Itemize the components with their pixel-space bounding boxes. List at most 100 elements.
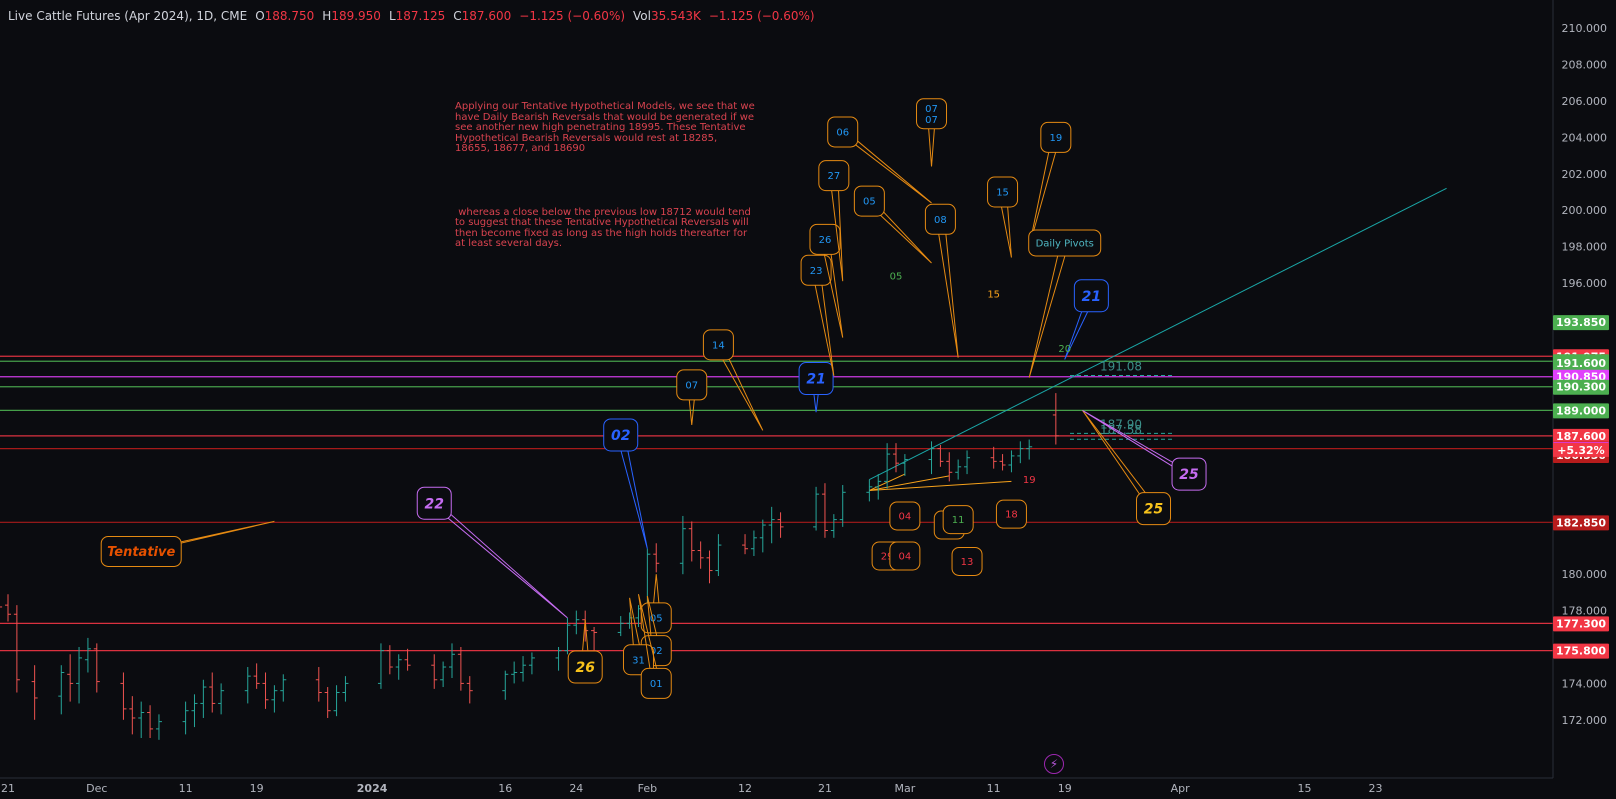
callout[interactable]: 07 [676,369,708,426]
time-axis[interactable]: 21 Dec 11 19 2024 16 24 Feb 12 21 Mar 11 19 Apr 15 23 [0,777,1553,795]
callout[interactable]: 18 [995,499,1027,529]
open-label: O [255,9,265,23]
callout-box [889,501,921,531]
callout[interactable]: 14 [702,329,764,431]
ohlc-bar [271,685,278,713]
high-value: 189.950 [331,9,381,23]
ohlc-bar [457,647,464,691]
price-tick: 178.000 [1562,605,1608,618]
callout-text: 25 [1179,467,1199,483]
callout[interactable]: Daily Pivots [1028,229,1102,378]
callout[interactable]: 26 [809,223,844,338]
ohlc-bar [901,454,908,476]
callout-pointer [811,270,835,376]
time-tick: 23 [1369,782,1383,795]
callout-pointer [865,200,932,264]
callout[interactable]: 13 [951,546,983,576]
callout[interactable]: 26 [567,619,603,684]
trend-line [869,187,1447,481]
callout-pointer [429,502,568,619]
ohlc-bar [129,696,136,735]
callout-box [416,486,452,520]
price-tick: 206.000 [1562,95,1608,108]
callout[interactable]: 25 [1082,409,1207,491]
callout[interactable]: Tentative [100,520,275,567]
price-tick: 198.000 [1562,241,1608,254]
callout[interactable]: 02 [603,418,648,549]
ohlc-bar [182,701,189,735]
time-tick: Mar [894,782,915,795]
callout-box [818,160,850,192]
callout-text: 01 [650,679,663,690]
price-tick: 208.000 [1562,59,1608,72]
high-label: H [322,9,332,23]
callout-text: 06 [836,128,849,139]
ohlc-bar [1026,439,1033,460]
ohlc-bar [679,515,686,575]
callout[interactable]: 19 [1028,121,1072,247]
price-label-box [1553,379,1609,395]
ohlc-bar [5,594,11,622]
ohlc-bar [147,705,154,738]
ohlc-bar [937,444,944,467]
ohlc-bar [617,616,624,637]
callout[interactable]: 11 [942,505,974,535]
time-tick: Apr [1171,782,1191,795]
callout-text: 31 [632,655,645,666]
price-label: 182.850 [1556,516,1606,529]
analysis-note[interactable]: Applying our Tentative Hypothetical Mode… [455,81,755,260]
ohlc-bar [742,534,749,555]
price-label: 193.850 [1556,316,1606,329]
callout[interactable]: 01 [637,594,672,699]
price-tick: 202.000 [1562,168,1608,181]
ohlc-bar [777,512,784,538]
callout[interactable]: 04 [889,541,921,571]
callout[interactable]: 31 [622,597,654,676]
callout[interactable]: 06 [827,116,932,204]
callout[interactable]: 15 [987,176,1019,258]
callout-text: 14 [712,340,725,351]
time-tick: 21 [1,782,15,795]
callout[interactable]: 22 [416,486,568,619]
callout-text: 05 [863,197,876,208]
ohlc-bar [191,694,198,728]
ohlc-bar [1052,393,1059,445]
ohlc-bar [440,661,447,688]
time-tick: 2024 [357,782,388,795]
callout-box [640,667,672,699]
price-tick: 196.000 [1562,277,1608,290]
callout[interactable]: 23 [800,254,835,376]
callout[interactable]: 05 [853,185,932,264]
callout[interactable]: 21 [1064,279,1109,360]
callout-box [800,254,832,286]
price-axis[interactable]: 210.000 208.000 206.000 204.000 202.000 200.0… [1552,0,1616,799]
callout-box [951,546,983,576]
callout[interactable]: 04 [889,501,921,531]
callout-text: 08 [934,215,947,226]
price-label: 177.300 [1556,617,1606,630]
callout-annotations[interactable]: Tentative 22 26 02 07 14 05 02 31 01 21 23 26 27 06 05 0… [100,98,1207,699]
ohlc-bar [520,656,527,682]
callout[interactable]: 08 [924,203,959,358]
ohlc-bar [759,519,766,553]
ohlc-bar [253,663,260,689]
time-tick: Feb [638,782,657,795]
callout[interactable]: 21 [798,362,834,413]
lightning-bolt-icon[interactable]: ⚡ [1044,754,1064,774]
callout-text: Daily Pivots [1036,239,1094,250]
callout-box [702,329,734,361]
callout-box [622,644,654,676]
ohlc-bar [262,672,269,709]
time-tick: Dec [86,782,107,795]
callout[interactable]: 27 [818,160,850,282]
ohlc-bar [502,670,509,700]
ohlc-bar [0,606,3,608]
ohlc-bar [200,679,207,718]
callout-pointer [137,520,275,552]
price-tick: 200.000 [1562,204,1608,217]
callout-pointer [629,597,643,660]
callout-text: 11 [952,515,965,526]
